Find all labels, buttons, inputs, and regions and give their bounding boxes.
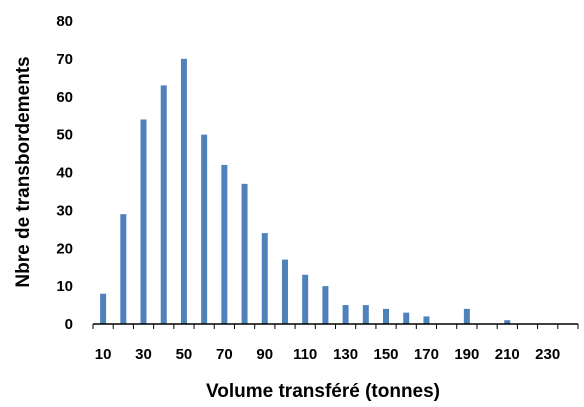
y-tick-label: 30 bbox=[56, 202, 73, 219]
x-tick-label: 30 bbox=[135, 346, 152, 363]
bar-110 bbox=[302, 274, 309, 324]
bar-100 bbox=[281, 259, 288, 324]
bar-150 bbox=[383, 308, 390, 324]
x-tick-label: 170 bbox=[414, 346, 439, 363]
x-tick-label: 190 bbox=[454, 346, 479, 363]
bar-130 bbox=[342, 305, 349, 324]
x-tick-label: 70 bbox=[216, 346, 233, 363]
y-tick-label: 50 bbox=[56, 127, 73, 144]
bar-140 bbox=[362, 305, 369, 324]
y-axis-title: Nbre de transbordements bbox=[13, 56, 34, 287]
x-axis-title: Volume transféré (tonnes) bbox=[206, 381, 440, 402]
x-tick-label: 130 bbox=[333, 346, 358, 363]
bar-90 bbox=[261, 233, 268, 324]
x-tick-label: 50 bbox=[176, 346, 193, 363]
y-tick-label: 60 bbox=[56, 89, 73, 106]
y-tick-label: 20 bbox=[56, 240, 73, 257]
bar-160 bbox=[403, 312, 410, 324]
y-tick-label: 80 bbox=[56, 13, 73, 30]
y-tick-labels: 0 10 20 30 40 50 60 70 80 bbox=[56, 13, 73, 333]
x-tick-label: 110 bbox=[293, 346, 317, 363]
x-tick-label: 90 bbox=[256, 346, 273, 363]
bar-120 bbox=[322, 286, 329, 325]
bar-80 bbox=[241, 183, 248, 324]
bar-20 bbox=[120, 214, 127, 324]
x-tick-label: 230 bbox=[535, 346, 560, 363]
bar-210 bbox=[504, 320, 511, 324]
y-tick-label: 70 bbox=[56, 51, 73, 68]
x-tick-labels: 10 30 50 70 90 110 130 150 170 190 210 230 bbox=[95, 346, 560, 363]
x-tick-label: 210 bbox=[495, 346, 520, 363]
bar-40 bbox=[160, 85, 167, 324]
bar-190 bbox=[463, 308, 470, 324]
x-axis bbox=[92, 323, 579, 329]
bars-group bbox=[100, 58, 511, 325]
bar-70 bbox=[221, 164, 228, 324]
y-tick-label: 10 bbox=[56, 278, 73, 295]
bar-170 bbox=[423, 316, 430, 324]
bar-30 bbox=[140, 119, 147, 324]
bar-10 bbox=[100, 293, 107, 324]
y-tick-label: 40 bbox=[56, 165, 73, 182]
y-tick-label: 0 bbox=[65, 316, 73, 333]
bar-50 bbox=[180, 58, 187, 325]
x-tick-label: 10 bbox=[95, 346, 112, 363]
bar-60 bbox=[201, 134, 208, 325]
x-tick-label: 150 bbox=[374, 346, 399, 363]
